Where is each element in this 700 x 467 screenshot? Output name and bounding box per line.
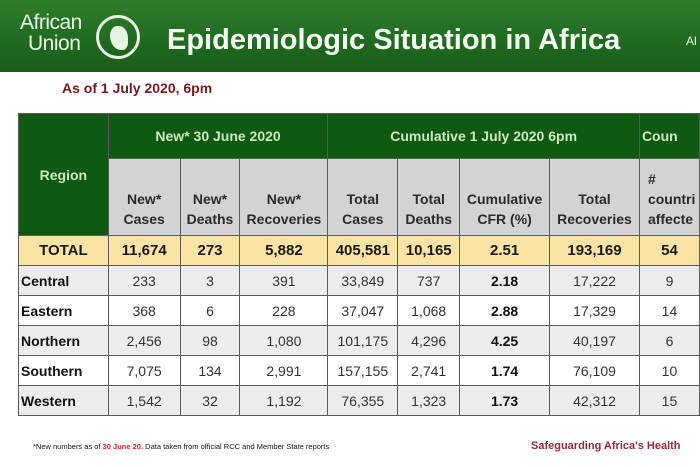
region-cell: Southern (18, 355, 109, 386)
value-cell: 76,109 (549, 355, 640, 386)
group-cumulative-header: Cumulative 1 July 2020 6pm (327, 113, 640, 159)
value-cell: 7,075 (107, 355, 181, 386)
value-cell: 4,296 (397, 325, 461, 356)
value-cell: 15 (638, 385, 700, 416)
value-cell: 32 (179, 385, 241, 416)
column-header: New* Cases (107, 158, 181, 236)
value-cell: 3 (179, 265, 241, 296)
value-cell: 391 (239, 265, 329, 296)
value-cell: 17,222 (549, 265, 640, 296)
table-row: Northern 2,456 98 1,080 101,175 4,296 4.25 40,1… (18, 325, 700, 356)
column-header: New* Recoveries (239, 158, 329, 236)
region-cell: Western (18, 385, 109, 416)
value-cell: 9 (638, 265, 700, 296)
value-cell: 98 (179, 325, 241, 356)
value-cell: 368 (107, 295, 181, 326)
value-cell: 6 (179, 295, 241, 326)
value-cell: 40,197 (549, 325, 640, 356)
total-cell: 273 (179, 235, 241, 266)
value-cell: 1,542 (107, 385, 181, 416)
value-cell: 1.73 (459, 385, 551, 416)
value-cell: 6 (638, 325, 700, 356)
value-cell: 1,080 (239, 325, 329, 356)
value-cell: 1,068 (397, 295, 461, 326)
value-cell: 157,155 (327, 355, 399, 386)
value-cell: 2.88 (459, 295, 551, 326)
value-cell: 4.25 (459, 325, 551, 356)
column-header: Total Deaths (397, 158, 461, 236)
value-cell: 1.74 (459, 355, 551, 386)
value-cell: 2,741 (397, 355, 461, 386)
total-row: TOTAL 11,674 273 5,882 405,581 10,165 2.51 193,… (18, 235, 700, 266)
value-cell: 2,991 (239, 355, 329, 386)
situation-table: Region New* 30 June 2020 Cumulative 1 Ju… (18, 113, 700, 416)
value-cell: 42,312 (549, 385, 640, 416)
value-cell: 737 (397, 265, 461, 296)
column-header: Total Recoveries (549, 158, 640, 236)
value-cell: 134 (179, 355, 241, 386)
value-cell: 37,047 (327, 295, 399, 326)
total-cell: 193,169 (549, 235, 640, 266)
column-header: Cumulative CFR (%) (459, 158, 551, 236)
total-cell: 2.51 (459, 235, 551, 266)
column-header: New* Deaths (179, 158, 241, 236)
group-countries-header: Coun (638, 113, 700, 159)
title-cut-text: Al (686, 34, 697, 48)
value-cell: 233 (107, 265, 181, 296)
region-cell: Central (18, 265, 109, 296)
total-cell: 54 (638, 235, 700, 266)
table-row: Southern 7,075 134 2,991 157,155 2,741 1.74 76,… (18, 355, 700, 386)
africa-map-icon (96, 15, 140, 59)
region-cell: Northern (18, 325, 109, 356)
title-banner: African Union Epidemiologic Situation in … (0, 0, 700, 72)
page-title: Epidemiologic Situation in Africa (167, 24, 621, 56)
total-cell: 11,674 (107, 235, 181, 266)
as-of-date: As of 1 July 2020, 6pm (62, 80, 213, 96)
region-header: Region (18, 113, 109, 236)
value-cell: 1,192 (239, 385, 329, 416)
total-cell: 10,165 (397, 235, 461, 266)
value-cell: 17,329 (549, 295, 640, 326)
table-row: Western 1,542 32 1,192 76,355 1,323 1.73 42,312… (18, 385, 700, 416)
value-cell: 14 (638, 295, 700, 326)
group-new-header: New* 30 June 2020 (107, 113, 329, 159)
table-row: Central 233 3 391 33,849 737 2.18 17,222 9 (18, 265, 700, 296)
total-cell: TOTAL (18, 235, 109, 266)
value-cell: 2.18 (459, 265, 551, 296)
table-row: Eastern 368 6 228 37,047 1,068 2.88 17,329 14 (18, 295, 700, 326)
value-cell: 228 (239, 295, 329, 326)
column-header: Total Cases (327, 158, 399, 236)
value-cell: 10 (638, 355, 700, 386)
african-union-logo-text: African Union (20, 11, 82, 55)
total-cell: 405,581 (327, 235, 399, 266)
total-cell: 5,882 (239, 235, 329, 266)
footnote: *New numbers as of 30 June 20. Data take… (33, 442, 330, 451)
value-cell: 76,355 (327, 385, 399, 416)
value-cell: 101,175 (327, 325, 399, 356)
value-cell: 1,323 (397, 385, 461, 416)
value-cell: 2,456 (107, 325, 181, 356)
column-header: # countri affecte (638, 158, 700, 236)
tagline: Safeguarding Africa's Health (531, 440, 681, 452)
region-cell: Eastern (18, 295, 109, 326)
value-cell: 33,849 (327, 265, 399, 296)
